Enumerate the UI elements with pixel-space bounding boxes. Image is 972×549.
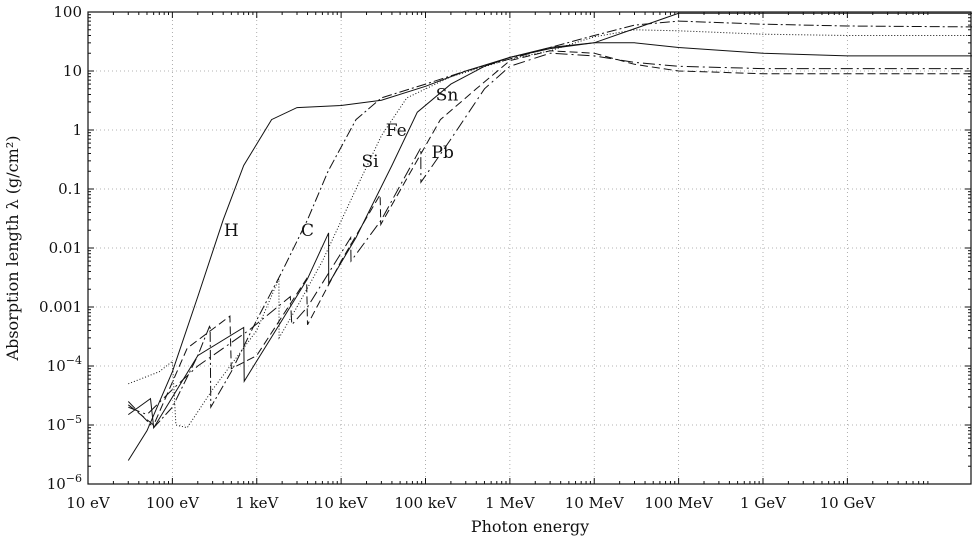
y-tick-base: 10 — [47, 475, 66, 493]
x-tick-label: 100 MeV — [644, 494, 714, 512]
x-axis-title: Photon energy — [471, 517, 589, 536]
y-tick-exponent: −5 — [66, 413, 82, 426]
x-tick-label: 1 MeV — [485, 494, 536, 512]
x-tick-labels: 10 eV 100 eV 1 keV 10 keV 100 keV 1 MeV 10 MeV… — [66, 494, 876, 512]
series-line-pb — [128, 52, 972, 416]
series-label-c: C — [301, 221, 314, 241]
series-label-sn: Sn — [436, 85, 459, 105]
grid-lines — [88, 12, 972, 484]
x-tick-label: 100 keV — [394, 494, 457, 512]
series-line-sn — [127, 50, 972, 426]
y-axis-title: Absorption length λ (g/cm²) — [3, 136, 22, 362]
y-tick-exponent: −6 — [66, 472, 82, 485]
series-label-pb: Pb — [432, 143, 454, 163]
x-tick-label: 10 keV — [315, 494, 369, 512]
series-line-c — [127, 20, 972, 429]
series-label-si: Si — [361, 152, 379, 172]
series-line-fe — [128, 12, 972, 430]
series-line-si — [128, 29, 972, 429]
y-tick-label: 0.01 — [49, 239, 82, 257]
y-tick-base: 10 — [47, 357, 66, 375]
series-curves — [127, 12, 972, 461]
series-line-h — [127, 42, 972, 461]
y-tick-label: 10−5 — [47, 413, 82, 434]
y-tick-exponent: −4 — [66, 354, 82, 367]
y-tick-label: 10 — [63, 62, 82, 80]
x-tick-label: 10 eV — [66, 494, 111, 512]
y-tick-label: 0.001 — [39, 298, 82, 316]
y-tick-label: 10−4 — [47, 354, 82, 375]
x-tick-label: 10 MeV — [565, 494, 625, 512]
y-tick-label: 100 — [53, 3, 82, 21]
x-tick-label: 10 GeV — [820, 494, 877, 512]
x-tick-label: 1 GeV — [740, 494, 787, 512]
series-label-h: H — [224, 221, 239, 241]
y-tick-label: 10−6 — [47, 472, 82, 493]
x-tick-label: 1 keV — [235, 494, 279, 512]
y-tick-base: 10 — [47, 416, 66, 434]
x-tick-label: 100 eV — [146, 494, 200, 512]
y-tick-label: 0.1 — [58, 180, 82, 198]
y-tick-label: 1 — [72, 121, 82, 139]
series-labels: H C Si Fe Sn Pb — [224, 85, 458, 241]
series-label-fe: Fe — [386, 121, 407, 141]
axis-ticks — [87, 11, 971, 485]
